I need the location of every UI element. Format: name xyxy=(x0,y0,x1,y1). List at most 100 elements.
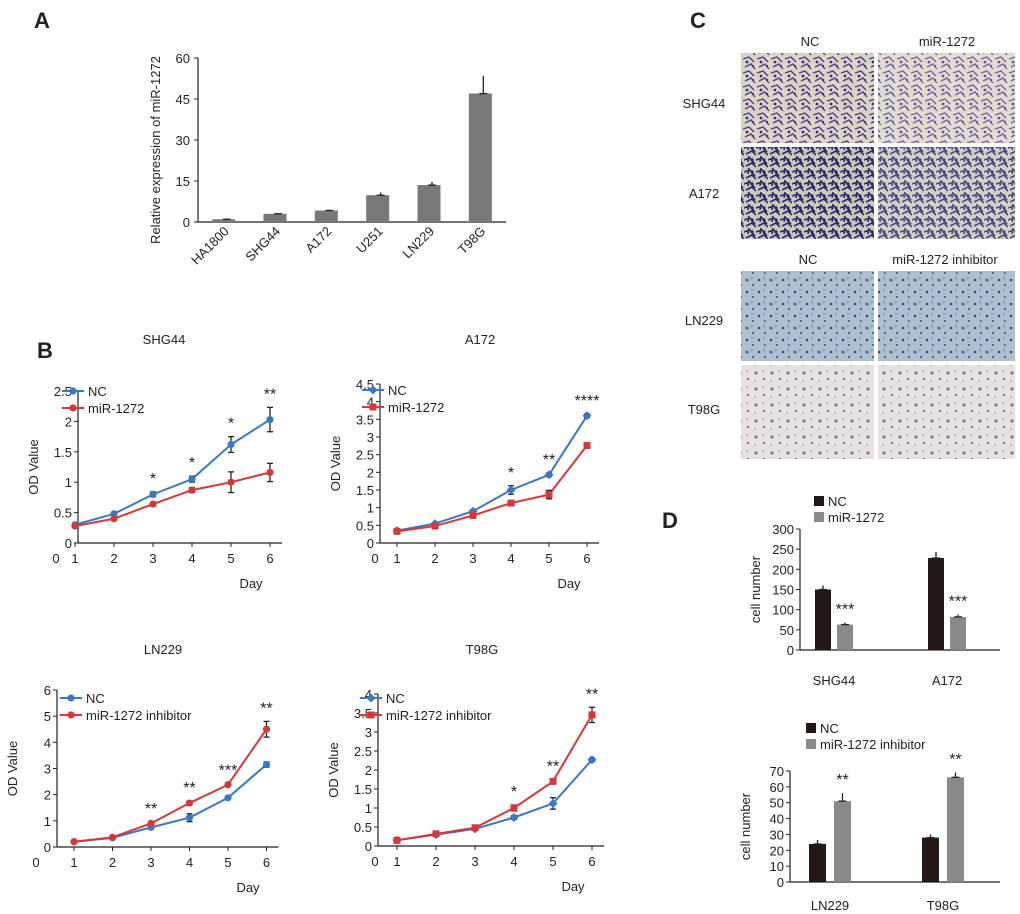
bar xyxy=(263,213,287,222)
legend-marker xyxy=(369,403,377,411)
y-tick-label: 0.5 xyxy=(54,506,72,521)
x-tick-label: 0 xyxy=(52,551,59,566)
bar xyxy=(366,195,390,222)
y-tick-label: 60 xyxy=(770,780,784,795)
x-tick-label: A172 xyxy=(302,224,334,256)
y-tick-label: 40 xyxy=(770,812,784,827)
significance-marker: ** xyxy=(264,386,276,403)
x-tick-label: A172 xyxy=(932,673,962,688)
bar-nc xyxy=(815,589,831,650)
data-point xyxy=(582,411,592,421)
legend-label: NC xyxy=(820,721,839,736)
y-tick-label: 70 xyxy=(770,764,784,779)
x-tick-label: 6 xyxy=(266,551,273,566)
y-tick-label: 4 xyxy=(367,395,374,410)
series-line-nc xyxy=(396,759,593,842)
legend-label: NC xyxy=(386,691,405,706)
data-point xyxy=(548,798,558,808)
data-point xyxy=(266,415,274,424)
y-tick-label: 15 xyxy=(176,174,190,189)
y-tick-label: 3.5 xyxy=(354,706,372,721)
x-tick-label: 4 xyxy=(510,854,517,869)
chart-title: A172 xyxy=(465,332,495,347)
panel-label-d: D xyxy=(662,508,678,533)
significance-marker: * xyxy=(228,416,234,433)
x-tick-label: HA1800 xyxy=(188,224,232,268)
x-tick-label: 6 xyxy=(263,855,270,870)
y-tick-label: 3.5 xyxy=(356,412,374,427)
legend-marker xyxy=(69,387,77,395)
data-point xyxy=(588,711,596,719)
row-label-ln229: LN229 xyxy=(685,313,723,328)
data-point xyxy=(469,511,477,519)
x-tick-label: 1 xyxy=(393,854,400,869)
y-tick-label: 3 xyxy=(367,430,374,445)
legend-swatch xyxy=(806,739,816,749)
y-tick-label: 2.5 xyxy=(354,744,372,759)
data-point xyxy=(227,478,235,486)
micrograph-a172-nc xyxy=(741,147,874,239)
legend-marker xyxy=(69,404,77,412)
y-tick-label: 0 xyxy=(367,536,374,551)
y-tick-label: 0 xyxy=(365,839,372,854)
data-point xyxy=(262,760,271,769)
significance-marker: ** xyxy=(260,700,272,717)
data-point xyxy=(185,799,194,807)
data-point xyxy=(108,833,117,841)
y-tick-label: 4.5 xyxy=(356,377,374,392)
series-line-treatment xyxy=(73,728,268,843)
data-point xyxy=(545,491,553,499)
legend-marker xyxy=(367,711,375,719)
y-tick-label: 45 xyxy=(176,92,190,107)
micrograph-t98g-nc xyxy=(741,365,874,459)
x-tick-label: 1 xyxy=(70,855,77,870)
data-point xyxy=(188,486,196,494)
significance-marker: * xyxy=(150,471,156,488)
significance-marker: ** xyxy=(836,772,848,789)
row-label-shg44: SHG44 xyxy=(683,96,726,111)
legend-label: miR-1272 xyxy=(388,400,444,415)
x-tick-label: 3 xyxy=(469,551,476,566)
legend-swatch xyxy=(806,723,816,733)
y-tick-label: 2 xyxy=(365,763,372,778)
x-tick-label: 0 xyxy=(32,855,39,870)
y-tick-label: 300 xyxy=(772,522,794,537)
series-line-nc xyxy=(74,418,271,526)
legend-label: miR-1272 inhibitor xyxy=(386,708,492,723)
y-tick-label: 6 xyxy=(44,683,51,698)
significance-marker: * xyxy=(511,784,517,801)
y-tick-label: 0 xyxy=(65,536,72,551)
data-point xyxy=(583,441,591,449)
y-tick-label: 50 xyxy=(770,796,784,811)
legend-marker xyxy=(366,693,376,703)
x-tick-label: 4 xyxy=(186,855,193,870)
x-tick-label: 3 xyxy=(147,855,154,870)
bar-treatment xyxy=(947,777,964,882)
data-point xyxy=(549,777,557,785)
legend-marker xyxy=(67,711,75,719)
data-point xyxy=(507,499,515,507)
y-tick-label: 30 xyxy=(770,827,784,842)
micrograph-shg44-nc xyxy=(741,53,874,143)
y-tick-label: 2.5 xyxy=(356,448,374,463)
x-tick-label: 6 xyxy=(588,854,595,869)
x-tick-label: 5 xyxy=(227,551,234,566)
panel-label-c: C xyxy=(690,8,706,33)
chart-title: SHG44 xyxy=(143,332,186,347)
x-tick-label: SHG44 xyxy=(242,224,283,265)
y-axis-label: Relative expression of miR-1272 xyxy=(148,56,163,244)
x-tick-label: T98G xyxy=(455,224,489,258)
significance-marker: ** xyxy=(183,780,195,797)
bar xyxy=(417,185,441,222)
y-tick-label: 2 xyxy=(367,465,374,480)
col-header-mir1272: miR-1272 xyxy=(919,34,975,49)
data-point xyxy=(224,781,232,789)
significance-marker: ** xyxy=(543,452,555,469)
y-tick-label: 200 xyxy=(772,562,794,577)
data-point xyxy=(224,794,232,802)
significance-marker: ** xyxy=(547,759,559,776)
x-tick-label: 0 xyxy=(371,854,378,869)
micrograph-t98g-inhibitor xyxy=(878,365,1015,459)
y-tick-label: 1 xyxy=(44,814,51,829)
